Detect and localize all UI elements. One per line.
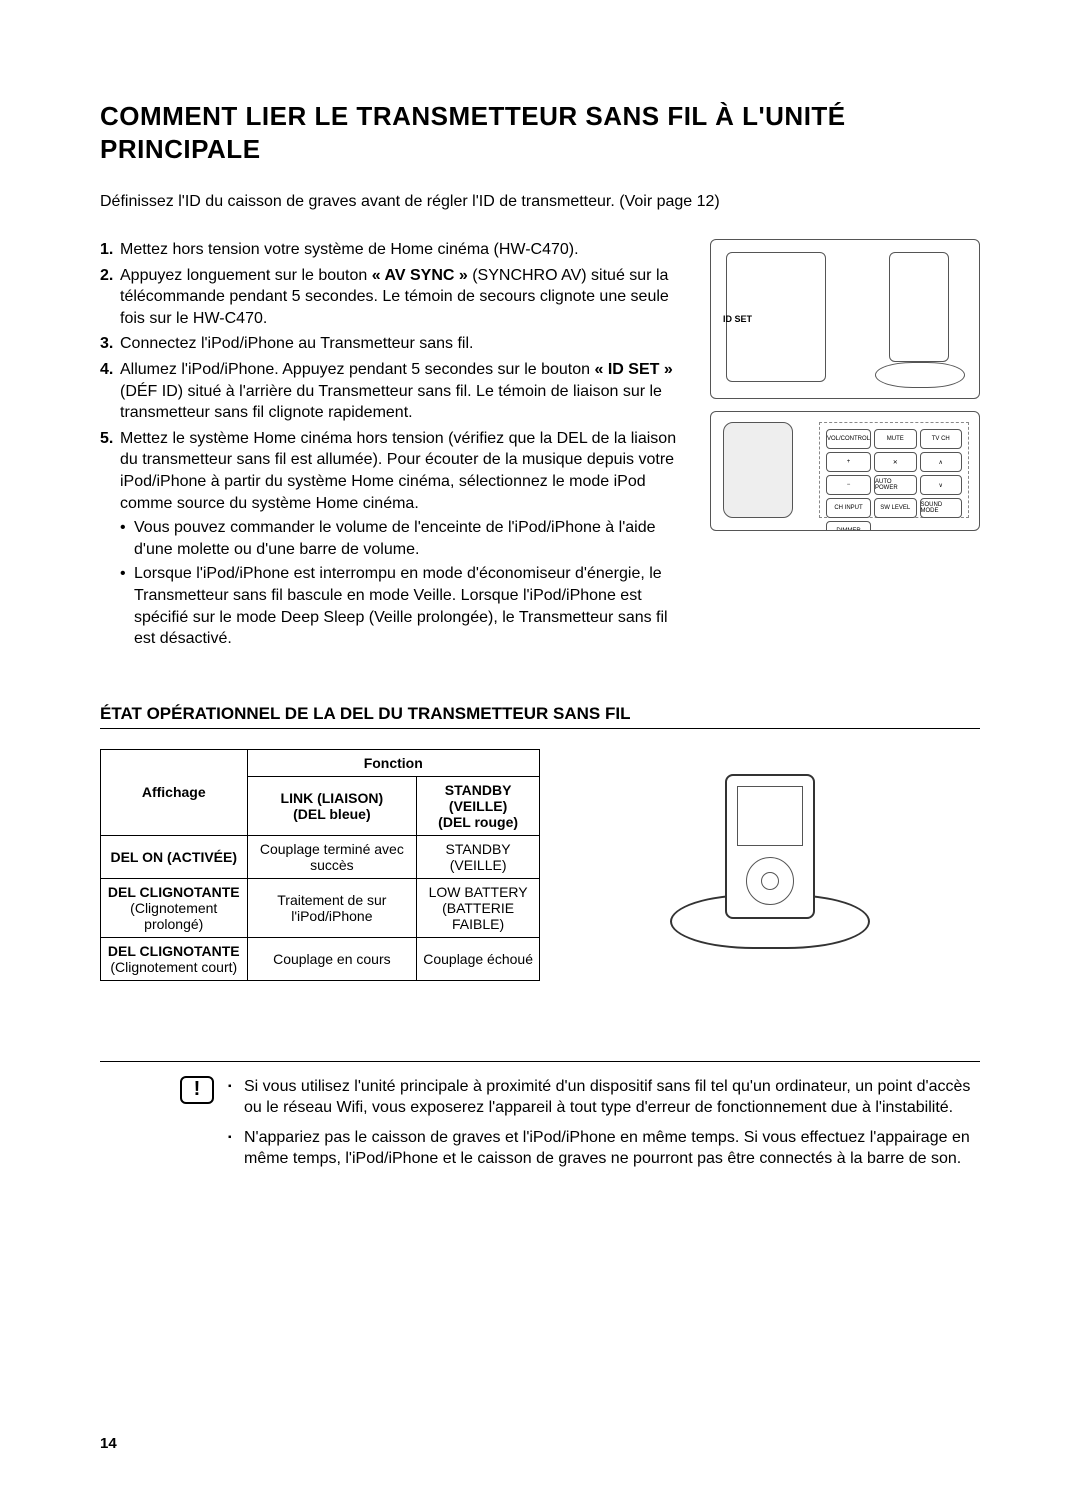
- cell-affichage: DEL CLIGNOTANTE (Clignotement court): [101, 937, 248, 980]
- col-standby-title: STANDBY (VEILLE): [423, 782, 533, 814]
- cell-subtext: (BATTERIE FAIBLE): [442, 900, 514, 932]
- remote-button-icon: ∧: [920, 452, 963, 472]
- dock-icon: [875, 362, 965, 388]
- warning-block: ! Si vous utilisez l'unité principale à …: [100, 1076, 980, 1178]
- steps-column: Mettez hors tension votre système de Hom…: [100, 239, 690, 654]
- table-row-container: Affichage Fonction LINK (LIAISON) (DEL b…: [100, 749, 980, 981]
- warning-separator: [100, 1061, 980, 1062]
- steps-list: Mettez hors tension votre système de Hom…: [100, 239, 690, 650]
- warning-item: Si vous utilisez l'unité principale à pr…: [228, 1076, 980, 1119]
- cell-text: DEL ON (ACTIVÉE): [107, 849, 241, 865]
- col-link-sub: (DEL bleue): [254, 806, 411, 822]
- step-1: Mettez hors tension votre système de Hom…: [100, 239, 690, 261]
- cell-text: LOW BATTERY: [429, 884, 528, 900]
- step-4-text-c: (DÉF ID) situé à l'arrière du Transmette…: [120, 383, 662, 422]
- remote-button-panel: VOL/CONTROLMUTETV CH +✕∧ −AUTO POWER∨ CH IN…: [819, 422, 969, 518]
- col-standby-sub: (DEL rouge): [423, 814, 533, 830]
- cell-link: Traitement de sur l'iPod/iPhone: [247, 878, 417, 937]
- step-3: Connectez l'iPod/iPhone au Transmetteur …: [100, 333, 690, 355]
- step-2: Appuyez longuement sur le bouton « AV SY…: [100, 265, 690, 330]
- cell-subtext: (Clignotement prolongé): [107, 900, 241, 932]
- remote-button-icon: SOUND MODE: [920, 498, 963, 518]
- led-status-heading: ÉTAT OPÉRATIONNEL DE LA DEL DU TRANSMETT…: [100, 704, 980, 724]
- cell-affichage: DEL ON (ACTIVÉE): [101, 835, 248, 878]
- diagram-column: ID SET VOL/CONTROLMUTETV CH +✕∧ −AUTO POWE…: [710, 239, 980, 654]
- ipod-icon: [889, 252, 949, 362]
- remote-button-icon: TV CH: [920, 429, 963, 449]
- led-status-table: Affichage Fonction LINK (LIAISON) (DEL b…: [100, 749, 540, 981]
- step-2-bold: « AV SYNC »: [372, 267, 468, 284]
- step-5-note-2: Lorsque l'iPod/iPhone est interrompu en …: [120, 563, 690, 649]
- remote-button-icon: DIMMER: [826, 521, 871, 531]
- step-1-text: Mettez hors tension votre système de Hom…: [120, 241, 579, 258]
- remote-button-icon: MUTE: [874, 429, 916, 449]
- intro-text: Définissez l'ID du caisson de graves ava…: [100, 193, 980, 211]
- ipod-wheel-icon: [746, 857, 794, 905]
- step-3-text: Connectez l'iPod/iPhone au Transmetteur …: [120, 335, 473, 352]
- page-number: 14: [100, 1435, 117, 1452]
- step-4-bold: « ID SET »: [594, 361, 672, 378]
- remote-diagram: VOL/CONTROLMUTETV CH +✕∧ −AUTO POWER∨ CH IN…: [710, 411, 980, 531]
- col-affichage: Affichage: [101, 749, 248, 835]
- cell-standby: Couplage échoué: [417, 937, 540, 980]
- table-row: DEL CLIGNOTANTE (Clignotement prolongé) …: [101, 878, 540, 937]
- remote-button-icon: ∨: [920, 475, 963, 495]
- cell-subtext: (Clignotement court): [107, 959, 241, 975]
- remote-icon: [723, 422, 793, 518]
- cell-link: Couplage en cours: [247, 937, 417, 980]
- subhead-rule: [100, 728, 980, 729]
- cell-link: Couplage terminé avec succès: [247, 835, 417, 878]
- remote-button-icon: +: [826, 452, 871, 472]
- step-4: Allumez l'iPod/iPhone. Appuyez pendant 5…: [100, 359, 690, 424]
- step-5-text: Mettez le système Home cinéma hors tensi…: [120, 430, 676, 512]
- step-4-text-a: Allumez l'iPod/iPhone. Appuyez pendant 5…: [120, 361, 594, 378]
- remote-button-icon: ✕: [874, 452, 916, 472]
- cell-affichage: DEL CLIGNOTANTE (Clignotement prolongé): [101, 878, 248, 937]
- main-content-row: Mettez hors tension votre système de Hom…: [100, 239, 980, 654]
- col-fonction: Fonction: [247, 749, 540, 776]
- warning-item: N'appariez pas le caisson de graves et l…: [228, 1127, 980, 1170]
- id-set-label: ID SET: [723, 314, 752, 324]
- table-row: Affichage Fonction: [101, 749, 540, 776]
- page-title: COMMENT LIER LE TRANSMETTEUR SANS FIL À …: [100, 100, 980, 165]
- step-5-note-1: Vous pouvez commander le volume de l'enc…: [120, 517, 690, 560]
- transmitter-diagram: ID SET: [710, 239, 980, 399]
- remote-button-icon: −: [826, 475, 871, 495]
- warning-icon: !: [180, 1076, 214, 1104]
- step-5: Mettez le système Home cinéma hors tensi…: [100, 428, 690, 650]
- remote-button-icon: SW LEVEL: [874, 498, 916, 518]
- table-row: DEL CLIGNOTANTE (Clignotement court) Cou…: [101, 937, 540, 980]
- cell-text: DEL CLIGNOTANTE: [107, 943, 241, 959]
- cell-standby: LOW BATTERY (BATTERIE FAIBLE): [417, 878, 540, 937]
- ipod-device-icon: [725, 774, 815, 919]
- col-link-title: LINK (LIAISON): [254, 790, 411, 806]
- warning-list: Si vous utilisez l'unité principale à pr…: [228, 1076, 980, 1178]
- remote-button-icon: VOL/CONTROL: [826, 429, 871, 449]
- dock-diagram: [560, 749, 980, 959]
- col-standby: STANDBY (VEILLE) (DEL rouge): [417, 776, 540, 835]
- table-row: DEL ON (ACTIVÉE) Couplage terminé avec s…: [101, 835, 540, 878]
- cell-text: DEL CLIGNOTANTE: [107, 884, 241, 900]
- remote-button-icon: CH INPUT: [826, 498, 871, 518]
- cell-standby: STANDBY (VEILLE): [417, 835, 540, 878]
- step-2-text-a: Appuyez longuement sur le bouton: [120, 267, 372, 284]
- remote-button-icon: AUTO POWER: [874, 475, 916, 495]
- col-link: LINK (LIAISON) (DEL bleue): [247, 776, 417, 835]
- ipod-screen-icon: [737, 786, 803, 846]
